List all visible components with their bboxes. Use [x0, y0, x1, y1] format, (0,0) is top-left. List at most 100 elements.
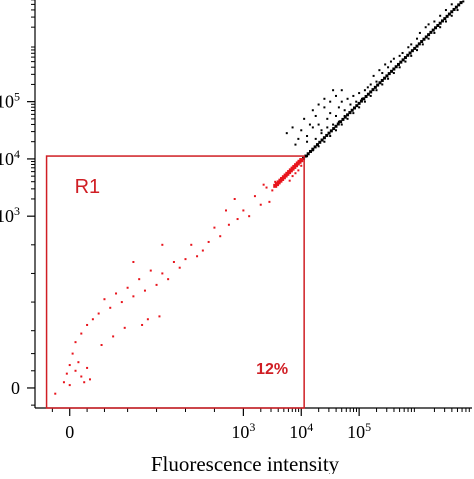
- gated-data-point: [268, 200, 271, 203]
- data-point: [332, 89, 335, 92]
- x-tick-label: 0: [65, 422, 74, 442]
- data-point: [373, 85, 377, 89]
- data-point: [346, 97, 349, 100]
- data-point: [332, 123, 335, 126]
- data-point: [387, 72, 391, 76]
- data-point: [306, 135, 309, 138]
- gated-data-point: [178, 266, 181, 269]
- data-point: [346, 113, 350, 117]
- data-point: [364, 95, 368, 99]
- gated-data-point: [71, 352, 74, 355]
- gated-data-point: [123, 326, 126, 329]
- data-point: [439, 26, 442, 29]
- data-point: [421, 43, 424, 46]
- gated-data-point: [155, 283, 158, 286]
- gated-data-point: [288, 179, 291, 182]
- data-point: [322, 136, 326, 140]
- data-point: [399, 60, 403, 64]
- data-point: [445, 14, 449, 18]
- y-tick-label: 104: [0, 147, 20, 169]
- data-point: [381, 72, 384, 75]
- x-tick-exponent: 5: [365, 420, 371, 434]
- data-point: [339, 120, 343, 124]
- data-point: [434, 26, 438, 30]
- data-point: [303, 117, 306, 120]
- gated-data-point: [196, 255, 199, 258]
- data-point: [433, 20, 436, 23]
- data-point: [422, 37, 426, 41]
- y-tick-label: 105: [0, 90, 20, 112]
- data-point: [357, 101, 361, 105]
- data-point: [444, 20, 447, 23]
- gated-data-point: [132, 260, 135, 263]
- gated-data-point: [271, 189, 274, 192]
- data-point: [415, 44, 419, 48]
- data-point: [340, 89, 343, 92]
- data-point: [456, 9, 459, 12]
- gated-data-point: [161, 272, 164, 275]
- data-point: [346, 117, 349, 120]
- gated-data-point: [141, 323, 144, 326]
- gated-data-point: [146, 318, 149, 321]
- data-point: [427, 23, 430, 26]
- data-point: [326, 117, 329, 120]
- y-tick-exponent: 4: [14, 147, 20, 161]
- data-point: [317, 103, 320, 106]
- gated-data-point: [291, 175, 294, 178]
- gated-data-point: [68, 364, 71, 367]
- data-point: [329, 129, 333, 133]
- gated-data-point: [100, 344, 103, 347]
- x-tick-exponent: 3: [249, 420, 255, 434]
- gated-data-point: [161, 243, 164, 246]
- gated-data-point: [248, 215, 251, 218]
- data-point: [359, 99, 363, 103]
- data-point: [369, 83, 372, 86]
- data-point: [392, 57, 395, 60]
- gated-data-point: [172, 260, 175, 263]
- data-point: [340, 123, 343, 126]
- data-point: [337, 106, 340, 109]
- data-point: [366, 86, 369, 89]
- data-point: [427, 37, 430, 40]
- data-point: [308, 123, 311, 126]
- data-point: [410, 54, 413, 57]
- gated-data-point: [213, 226, 216, 229]
- gated-data-point: [184, 258, 187, 261]
- data-point: [300, 129, 303, 132]
- data-point: [320, 132, 323, 135]
- gated-data-point: [138, 278, 141, 281]
- gated-data-point: [297, 169, 300, 172]
- data-point: [361, 97, 364, 100]
- gated-data-point: [259, 203, 262, 206]
- gated-data-point: [86, 366, 89, 369]
- data-point: [440, 19, 444, 23]
- data-point: [334, 124, 338, 128]
- data-point: [450, 3, 453, 6]
- data-point: [387, 77, 390, 80]
- data-point: [424, 35, 428, 39]
- gated-data-point: [262, 183, 265, 186]
- data-point: [375, 89, 378, 92]
- data-point: [350, 108, 354, 112]
- data-point: [444, 9, 447, 12]
- data-point: [341, 117, 345, 121]
- gated-data-point: [265, 186, 268, 189]
- data-point: [285, 132, 288, 135]
- data-point: [291, 126, 294, 129]
- data-point: [452, 7, 456, 11]
- y-tick-exponent: 3: [14, 204, 20, 218]
- data-point: [438, 21, 442, 25]
- data-point: [372, 74, 375, 77]
- data-point: [320, 138, 324, 142]
- gate-name-label: R1: [75, 176, 101, 198]
- data-point: [416, 37, 419, 40]
- gated-data-point: [233, 198, 236, 200]
- data-point: [326, 126, 329, 129]
- gated-data-point: [201, 249, 204, 252]
- gated-data-point: [219, 235, 222, 238]
- gated-data-point: [143, 289, 146, 292]
- gated-data-point: [158, 315, 161, 318]
- gated-data-point: [68, 384, 71, 387]
- gated-data-point: [132, 295, 135, 298]
- gated-data-point: [207, 240, 210, 243]
